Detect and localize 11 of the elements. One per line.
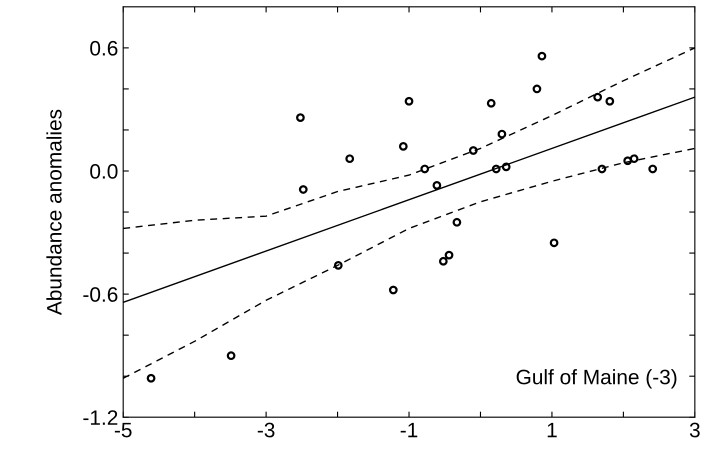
y-tick-label: 0.0 <box>90 164 118 179</box>
x-tick-label: 3 <box>690 422 700 438</box>
x-tick-label: -1 <box>400 422 418 438</box>
y-tick-label: -1.2 <box>83 410 118 425</box>
y-tick-label: 0.6 <box>90 40 118 56</box>
x-tick-label: -5 <box>114 422 132 438</box>
x-tick-label: 1 <box>548 422 557 438</box>
annotation: Gulf of Maine (-3) <box>516 369 676 388</box>
y-tick-label: -0.6 <box>83 287 118 302</box>
y-axis-title: Abundance anomalies <box>46 110 62 316</box>
x-tick-label: -3 <box>258 422 274 438</box>
